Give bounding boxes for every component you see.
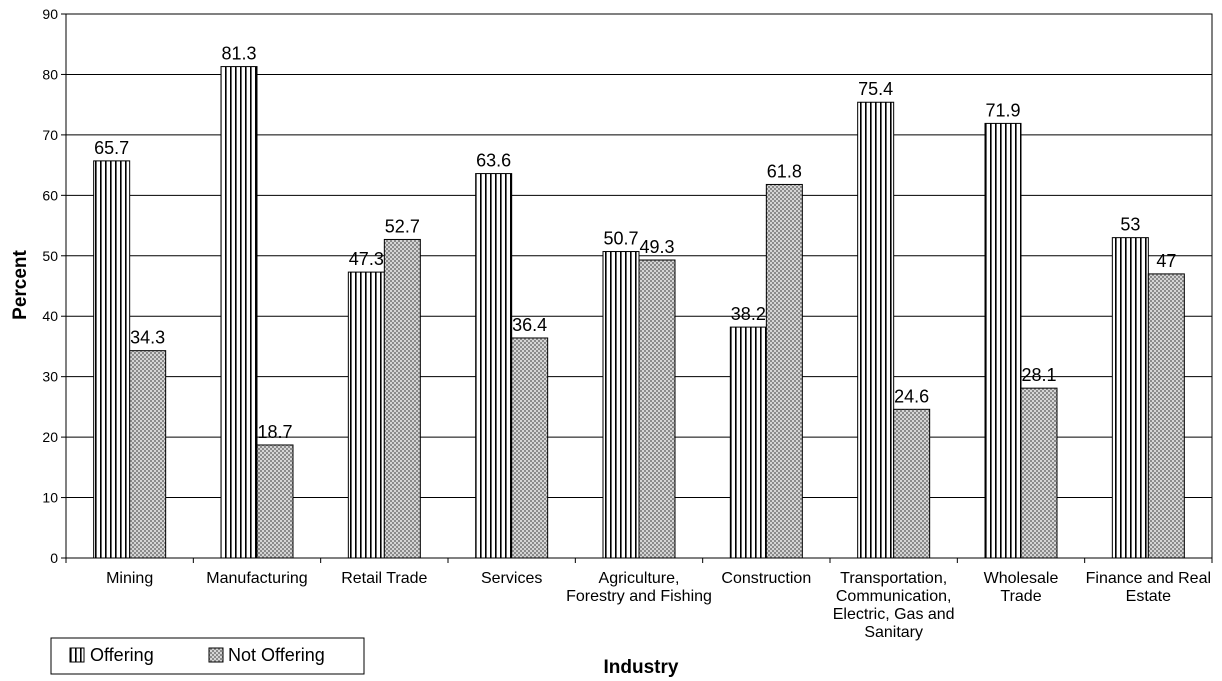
y-tick-label: 0 [50,550,58,566]
data-label-offering: 50.7 [603,229,638,249]
y-tick-label: 60 [42,187,58,203]
bar-offering [729,326,767,559]
x-category-label: Mining [106,570,153,587]
data-label-offering: 65.7 [94,138,129,158]
bar-offering [602,251,640,559]
x-category-label: Wholesale Trade [984,570,1059,605]
bar-not-offering [1020,387,1058,559]
data-label-not-offering: 34.3 [130,328,165,348]
x-category-label: Retail Trade [341,570,427,587]
y-tick-label: 70 [42,127,58,143]
legend-box [50,637,365,675]
bar-not-offering [765,183,803,559]
data-label-not-offering: 28.1 [1021,365,1056,385]
data-label-not-offering: 47 [1156,251,1176,271]
bar-offering [93,160,131,559]
data-label-offering: 53 [1120,215,1140,235]
x-category-label: Transportation, Communication, Electric, G… [833,570,955,641]
y-tick-label: 90 [42,6,58,22]
y-tick-label: 30 [42,369,58,385]
bar-offering [475,173,513,559]
x-category-label: Services [481,570,542,587]
bar-not-offering [383,238,421,559]
x-category-label-line: Sanitary [864,624,923,641]
x-category-label-line: Mining [106,570,153,587]
x-category-label-line: Estate [1126,588,1171,605]
x-category-label-line: Transportation, [840,570,947,587]
x-category-label-line: Retail Trade [341,570,427,587]
bars [93,66,1185,559]
x-category-label: Finance and Real Estate [1086,570,1211,605]
bar-not-offering [511,337,549,559]
data-label-not-offering: 52.7 [385,216,420,236]
x-category-label-line: Electric, Gas and [833,606,955,623]
x-category-label-line: Agriculture, [599,570,680,587]
data-label-offering: 71.9 [985,100,1020,120]
bar-offering [347,271,385,559]
bar-offering [1111,237,1149,559]
data-label-offering: 63.6 [476,151,511,171]
x-category-label: Agriculture, Forestry and Fishing [566,570,712,605]
data-label-not-offering: 24.6 [894,386,929,406]
x-category-label-line: Construction [721,570,811,587]
x-category-label-line: Services [481,570,542,587]
bar-not-offering [129,350,167,559]
x-category-label-line: Trade [1000,588,1041,605]
x-category-label: Construction [721,570,811,587]
x-category-label-line: Communication, [836,588,952,605]
legend-label-not-offering: Not Offering [228,645,325,665]
y-tick-label: 80 [42,66,58,82]
data-label-offering: 47.3 [349,249,384,269]
axes [61,13,1213,563]
bar-not-offering [893,408,931,559]
labels: 0 10 20 30 40 50 60 70 80 90 65.7 34.3 Mining 81.3 18.… [42,6,1211,641]
data-label-offering: 81.3 [221,44,256,64]
data-label-not-offering: 18.7 [257,422,292,442]
x-category-label-line: Forestry and Fishing [566,588,712,605]
x-category-label-line: Manufacturing [206,570,307,587]
bar-not-offering [1147,273,1185,559]
data-label-not-offering: 36.4 [512,315,547,335]
x-category-label: Manufacturing [206,570,307,587]
legend: Offering Not Offering [50,637,365,675]
bar-not-offering [638,259,676,559]
y-tick-label: 20 [42,429,58,445]
legend-swatch-not-offering [208,647,224,663]
data-label-not-offering: 49.3 [639,237,674,257]
y-tick-label: 50 [42,248,58,264]
plot-area [65,13,1213,559]
bar-offering [220,66,258,559]
x-category-label-line: Finance and Real [1086,570,1211,587]
data-label-not-offering: 61.8 [767,161,802,181]
x-category-label-line: Wholesale [984,570,1059,587]
y-axis-title: Percent [10,249,31,319]
y-tick-label: 10 [42,490,58,506]
bar-offering [984,122,1022,559]
data-label-offering: 38.2 [731,304,766,324]
bar-not-offering [256,444,294,559]
y-tick-label: 40 [42,308,58,324]
legend-label-offering: Offering [90,645,154,665]
bar-offering [857,101,895,559]
x-axis-title: Industry [604,657,679,678]
data-label-offering: 75.4 [858,79,893,99]
legend-swatch-offering [69,647,85,663]
